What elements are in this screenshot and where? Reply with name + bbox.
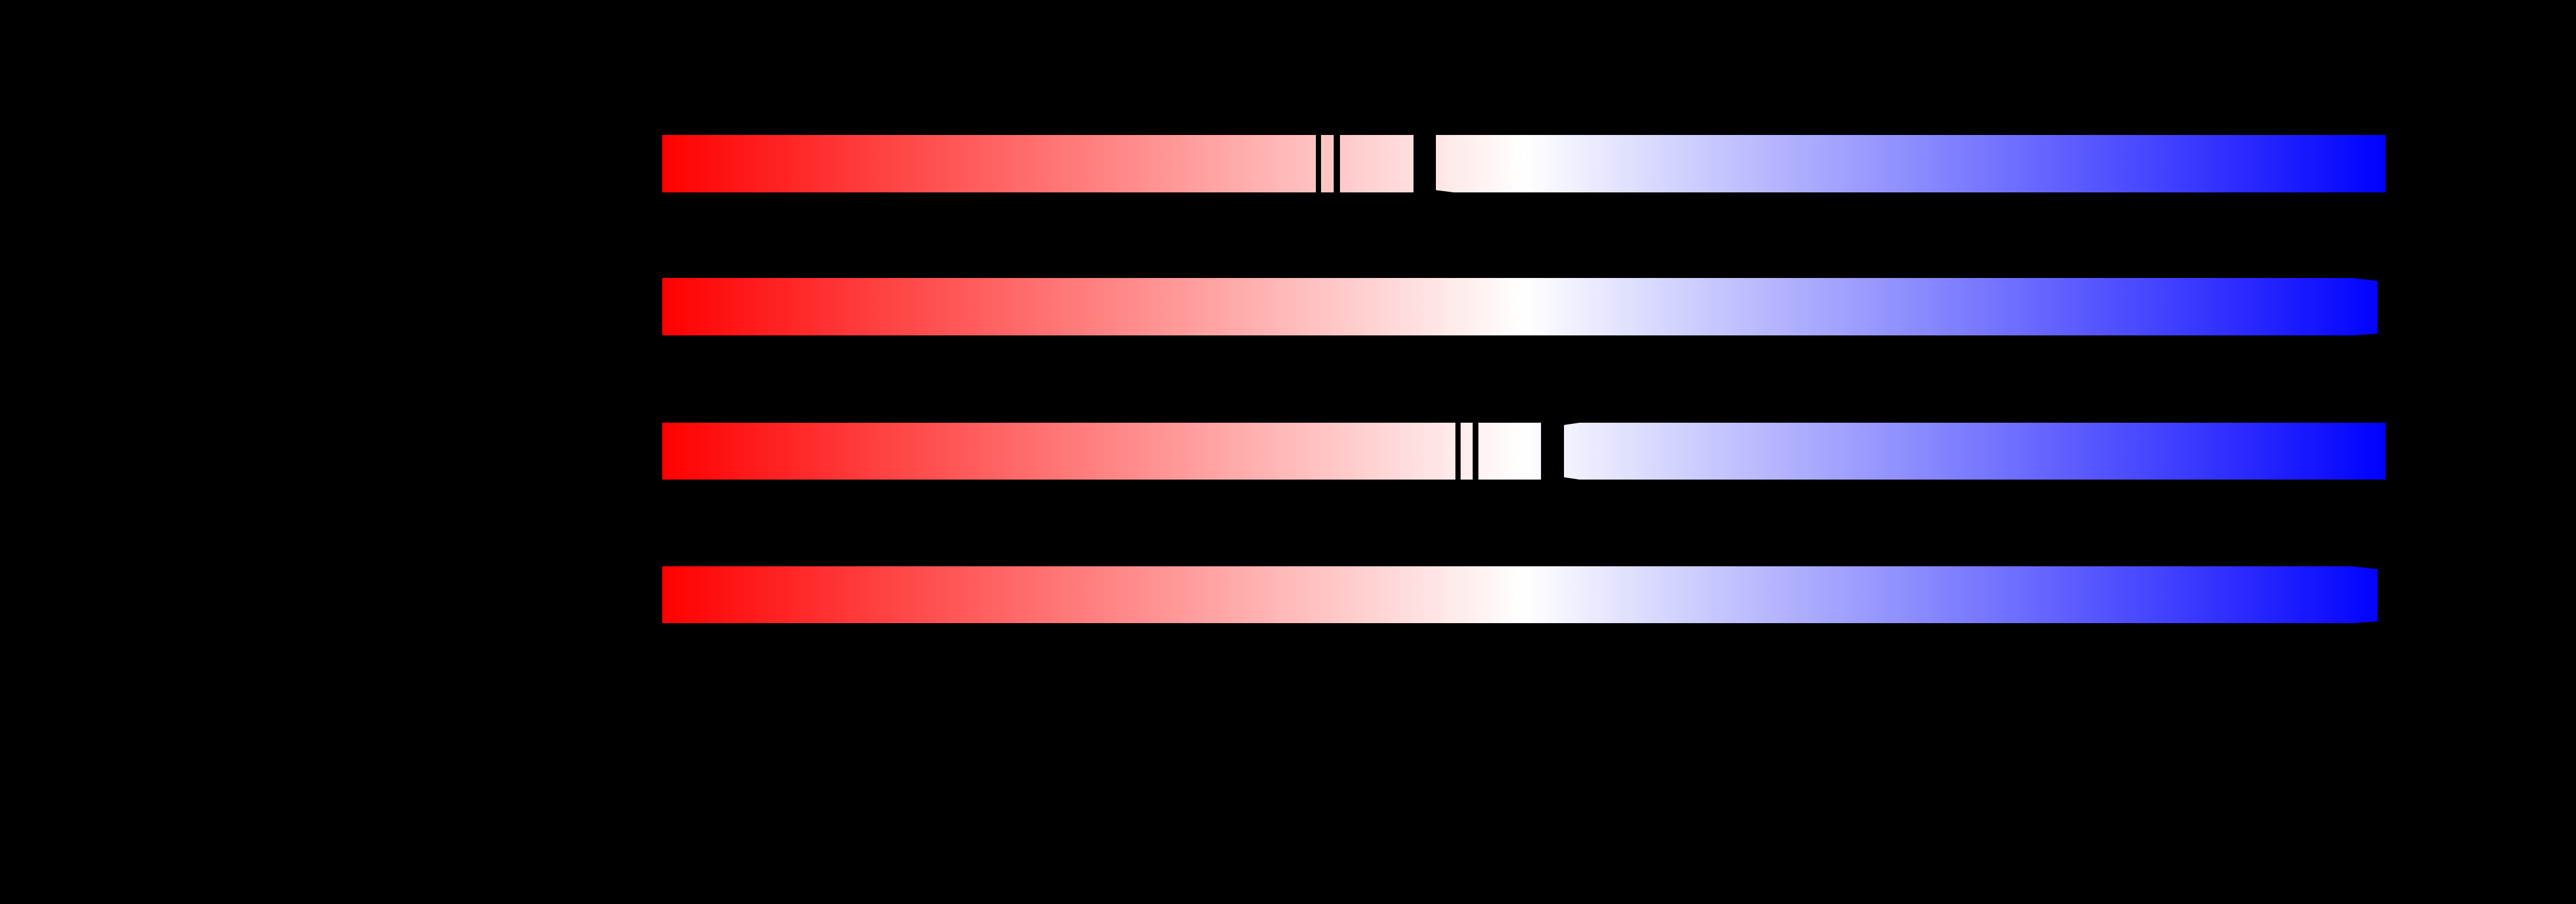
colormap-strip-1-segment bbox=[1436, 135, 2385, 192]
colormap-strip-2-segment bbox=[662, 278, 2377, 335]
colormap-strip-3-segment bbox=[1461, 423, 1473, 480]
colormap-strip-1-segment bbox=[1321, 135, 1334, 192]
colormap-strip-1-segment bbox=[662, 135, 1316, 192]
colormap-strip-1-segment bbox=[1340, 135, 1413, 192]
colormap-strip-4-segment bbox=[662, 566, 2377, 623]
colormap-strip-3-segment bbox=[1478, 423, 1541, 480]
colormap-strip-3-segment bbox=[662, 423, 1455, 480]
colormap-strip-3-segment bbox=[1564, 423, 2385, 480]
